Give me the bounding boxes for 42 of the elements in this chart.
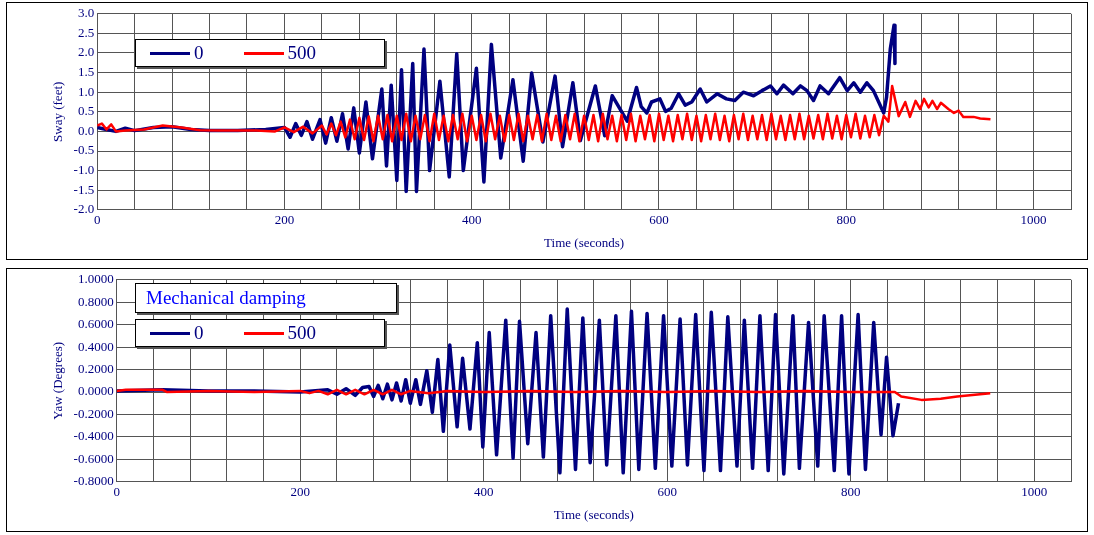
caption-box: Mechanical damping — [135, 283, 397, 313]
x-tick-label: 0 — [113, 484, 120, 500]
y-tick-label: 3.0 — [77, 5, 95, 21]
x-axis-title: Time (seconds) — [553, 506, 634, 522]
y-tick-label: 0.5 — [77, 103, 95, 119]
y-tick-label: 2.5 — [77, 24, 95, 40]
legend-label: 500 — [287, 42, 316, 64]
y-axis-title: Sway (feet) — [50, 81, 66, 142]
y-tick-label: -0.2000 — [73, 405, 114, 421]
y-tick-label: -2.0 — [73, 201, 95, 217]
y-tick-label: -0.4000 — [73, 428, 114, 444]
x-tick-label: 400 — [461, 212, 482, 228]
y-tick-label: 0.0 — [77, 122, 95, 138]
y-tick-label: 0.2000 — [77, 361, 114, 376]
x-tick-label: 800 — [841, 484, 861, 500]
legend-label: 0 — [194, 322, 204, 344]
y-tick-label: -0.6000 — [73, 450, 114, 466]
y-tick-label: 1.0 — [77, 83, 95, 99]
x-axis-title: Time (seconds) — [544, 234, 625, 250]
y-tick-label: 0.4000 — [77, 338, 114, 354]
y-tick-label: -1.5 — [73, 181, 95, 197]
y-tick-label: 2.0 — [77, 44, 95, 60]
x-tick-label: 600 — [657, 484, 677, 500]
y-axis-title: Yaw (Degrees) — [50, 341, 66, 420]
x-tick-label: 400 — [473, 484, 494, 500]
y-tick-label: 1.5 — [77, 64, 95, 80]
legend-label: 0 — [194, 42, 204, 64]
y-tick-label: 0.6000 — [77, 316, 114, 332]
y-tick-label: -1.0 — [73, 162, 95, 178]
y-tick-label: -0.5 — [73, 142, 95, 158]
x-tick-label: 0 — [93, 212, 101, 228]
x-tick-label: 800 — [836, 212, 857, 228]
x-tick-label: 600 — [649, 212, 669, 228]
x-tick-label: 200 — [274, 212, 295, 228]
x-tick-label: 1000 — [1021, 484, 1048, 500]
y-tick-label: 1.0000 — [77, 271, 114, 287]
x-tick-label: 200 — [290, 484, 310, 500]
y-tick-label: 0.8000 — [77, 293, 114, 309]
legend-label: 500 — [287, 322, 316, 344]
y-tick-label: 0.0000 — [77, 383, 114, 399]
y-tick-label: -0.8000 — [73, 473, 114, 489]
x-tick-label: 1000 — [1020, 212, 1047, 228]
